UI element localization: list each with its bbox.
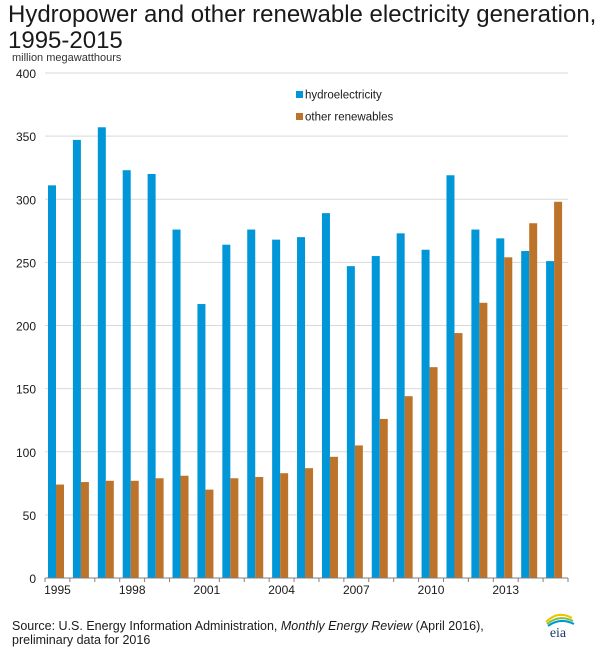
bar-hydroelectricity [521, 251, 530, 578]
bar-other-renewables [354, 445, 363, 578]
bar-other-renewables [280, 473, 289, 578]
bar-hydroelectricity [471, 229, 480, 579]
bar-other-renewables [230, 478, 239, 578]
y-tick-label: 0 [29, 572, 36, 586]
bar-other-renewables [454, 333, 463, 578]
bar-hydroelectricity [222, 244, 231, 578]
bar-other-renewables [105, 480, 114, 578]
x-tick-label: 2013 [492, 583, 519, 597]
chart-title-line2: 1995-2015 [8, 27, 123, 54]
y-tick-label: 100 [16, 446, 36, 460]
source-line2: preliminary data for 2016 [12, 633, 151, 647]
x-tick-label: 2010 [418, 583, 445, 597]
source-prefix: Source: U.S. Energy Information Administ… [12, 619, 281, 633]
y-tick-label: 250 [16, 256, 36, 270]
legend-label-hydroelectricity: hydroelectricity [305, 90, 382, 102]
bar-hydroelectricity [371, 256, 380, 578]
source-note: Source: U.S. Energy Information Administ… [12, 619, 532, 647]
x-tick-label: 2001 [194, 583, 221, 597]
bar-hydroelectricity [496, 238, 505, 578]
eia-logo-icon: eia [545, 613, 575, 640]
bar-hydroelectricity [122, 170, 131, 578]
x-tick-label: 2004 [268, 583, 295, 597]
eia-logo-text: eia [550, 626, 567, 640]
bar-hydroelectricity [247, 229, 256, 579]
legend-label-other-renewables: other renewables [305, 112, 393, 124]
bar-hydroelectricity [272, 239, 281, 578]
bar-hydroelectricity [346, 266, 355, 578]
bar-other-renewables [329, 456, 338, 578]
y-tick-label: 200 [16, 320, 36, 334]
bar-other-renewables [504, 257, 513, 578]
chart-title: Hydropower and other renewable electrici… [8, 2, 598, 54]
bar-other-renewables [56, 484, 64, 578]
bar-other-renewables [479, 302, 488, 578]
source-suffix: (April 2016), [412, 619, 484, 633]
legend-swatch-other-renewables [296, 113, 303, 120]
bar-other-renewables [80, 482, 89, 578]
bar-other-renewables [529, 223, 538, 579]
y-tick-label: 350 [16, 130, 36, 144]
x-tick-label: 1998 [119, 583, 146, 597]
bar-other-renewables [180, 475, 189, 578]
source-publication: Monthly Energy Review [280, 619, 413, 633]
bar-other-renewables [404, 396, 413, 578]
bar-hydroelectricity [97, 127, 106, 578]
x-axis: 1995 1998 2001 2004 2007 2010 2013 [44, 577, 569, 597]
y-axis-unit-label: million megawatthours [12, 52, 122, 64]
bar-other-renewables [255, 477, 264, 578]
bar-hydroelectricity [446, 175, 455, 578]
bar-hydroelectricity [72, 139, 81, 578]
y-tick-label: 300 [16, 193, 36, 207]
x-tick-label: 2007 [343, 583, 370, 597]
bar-hydroelectricity [147, 174, 156, 578]
bar-hydroelectricity [546, 261, 555, 578]
x-tick-label: 1995 [44, 583, 71, 597]
bar-other-renewables [429, 367, 438, 578]
bar-other-renewables [305, 468, 314, 578]
bar-other-renewables [205, 489, 214, 578]
chart-title-line1: Hydropower and other renewable electrici… [8, 1, 597, 28]
y-tick-label: 50 [23, 509, 37, 523]
bar-chart: 0 50 100 150 200 250 300 350 400 1995 1998 2001 200… [16, 67, 569, 597]
bars [48, 127, 563, 579]
bar-hydroelectricity [396, 233, 405, 578]
legend-swatch-hydroelectricity [296, 91, 303, 98]
bar-hydroelectricity [321, 213, 330, 578]
bar-hydroelectricity [197, 304, 206, 578]
bar-other-renewables [554, 201, 563, 578]
bar-hydroelectricity [172, 229, 181, 579]
bar-other-renewables [130, 480, 139, 578]
bar-other-renewables [155, 478, 164, 578]
legend: hydroelectricity other renewables [296, 90, 393, 124]
bar-other-renewables [379, 418, 388, 578]
bar-hydroelectricity [421, 249, 430, 578]
bar-hydroelectricity [48, 185, 56, 579]
y-tick-label: 150 [16, 383, 36, 397]
y-axis-ticks: 0 50 100 150 200 250 300 350 400 [16, 67, 36, 586]
bar-hydroelectricity [297, 237, 306, 578]
y-tick-label: 400 [16, 67, 36, 81]
